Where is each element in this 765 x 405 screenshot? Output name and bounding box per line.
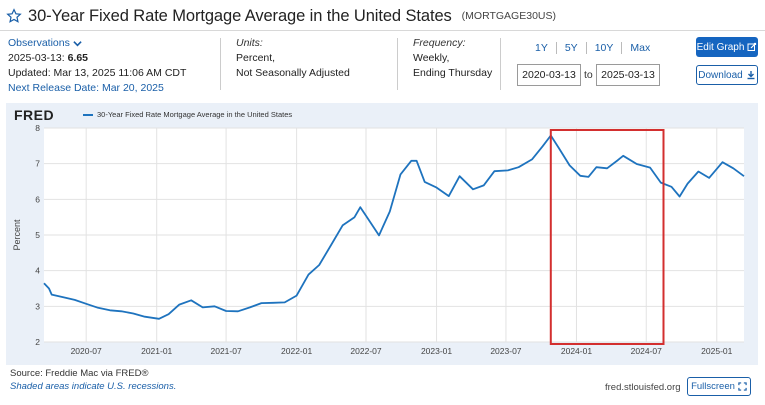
units-line-1: Percent, [236,52,276,64]
range-1y-button[interactable]: 1Y [527,42,557,54]
download-label: Download [698,69,743,81]
units-panel: Units: Percent, Not Seasonally Adjusted [236,36,350,81]
highlight-box [549,129,665,345]
x-tick-label: 2022-07 [350,346,381,356]
range-5y-button[interactable]: 5Y [557,42,587,54]
updated-text: Updated: Mar 13, 2025 11:06 AM CDT [8,67,187,79]
to-label: to [584,69,593,81]
observations-label: Observations [8,37,70,49]
y-tick-label: 3 [35,301,40,311]
edit-graph-button[interactable]: Edit Graph [696,37,758,57]
fullscreen-label: Fullscreen [691,381,735,392]
x-tick-label: 2023-01 [421,346,452,356]
edit-icon [747,42,757,51]
download-button[interactable]: Download [696,65,758,85]
range-max-button[interactable]: Max [630,42,651,54]
fred-url[interactable]: fred.stlouisfed.org [605,382,681,393]
recession-note: Shaded areas indicate U.S. recessions. [10,381,177,392]
title-bar: 30-Year Fixed Rate Mortgage Average in t… [6,4,556,28]
y-tick-label: 2 [35,337,40,347]
y-tick-label: 5 [35,230,40,240]
frequency-line-2: Ending Thursday [413,67,493,79]
series-line [43,134,745,320]
y-axis-label: Percent [12,219,22,251]
x-tick-label: 2021-01 [141,346,172,356]
star-icon[interactable] [6,8,22,24]
chevron-down-icon [73,41,82,47]
range-buttons: 1Y 5Y 10Y Max [527,42,658,54]
line-chart: 2 3 4 5 6 7 8 2020-07 2021-01 2021-07 2022-01 2022-… [12,123,745,356]
divider [397,38,398,90]
range-10y-button[interactable]: 10Y [587,42,623,54]
y-tick-label: 4 [35,266,40,276]
title-divider [0,30,765,31]
divider [500,38,501,90]
divider [220,38,221,90]
next-release-link[interactable]: Next Release Date: Mar 20, 2025 [8,82,164,94]
frequency-panel: Frequency: Weekly, Ending Thursday [413,36,492,81]
chart-area: 2 3 4 5 6 7 8 2020-07 2021-01 2021-07 2022-01 2022-… [6,103,758,365]
download-icon [747,71,755,80]
x-tick-label: 2024-07 [631,346,662,356]
x-tick-label: 2023-07 [490,346,521,356]
observations-panel: Observations 2025-03-13: 6.65 Updated: M… [8,36,186,96]
y-tick-label: 8 [35,123,40,133]
observation-value: 6.65 [67,52,88,64]
series-id: (MORTGAGE30US) [461,10,556,22]
fred-logo: FRED [14,107,55,123]
x-tick-label: 2025-01 [701,346,732,356]
x-tick-label: 2020-07 [71,346,102,356]
edit-graph-label: Edit Graph [696,41,745,53]
chart-legend: 30-Year Fixed Rate Mortgage Average in t… [83,110,292,119]
units-heading: Units: [236,37,263,49]
fullscreen-icon [738,382,747,391]
source-text: Source: Freddie Mac via FRED® [10,368,149,379]
y-tick-label: 7 [35,159,40,169]
end-date-input[interactable]: 2025-03-13 [596,64,660,86]
units-line-2: Not Seasonally Adjusted [236,67,350,79]
frequency-heading: Frequency: [413,37,466,49]
legend-swatch [83,113,93,116]
frequency-line-1: Weekly, [413,52,450,64]
x-tick-label: 2022-01 [281,346,312,356]
observation-value-line: 2025-03-13: 6.65 [8,51,186,66]
observations-dropdown[interactable]: Observations [8,36,186,51]
y-tick-label: 6 [35,194,40,204]
observation-date: 2025-03-13: [8,52,65,64]
x-tick-label: 2024-01 [561,346,592,356]
fullscreen-button[interactable]: Fullscreen [687,377,751,396]
legend-label: 30-Year Fixed Rate Mortgage Average in t… [97,110,293,119]
page-title: 30-Year Fixed Rate Mortgage Average in t… [28,6,452,25]
start-date-input[interactable]: 2020-03-13 [517,64,581,86]
x-tick-label: 2021-07 [210,346,241,356]
